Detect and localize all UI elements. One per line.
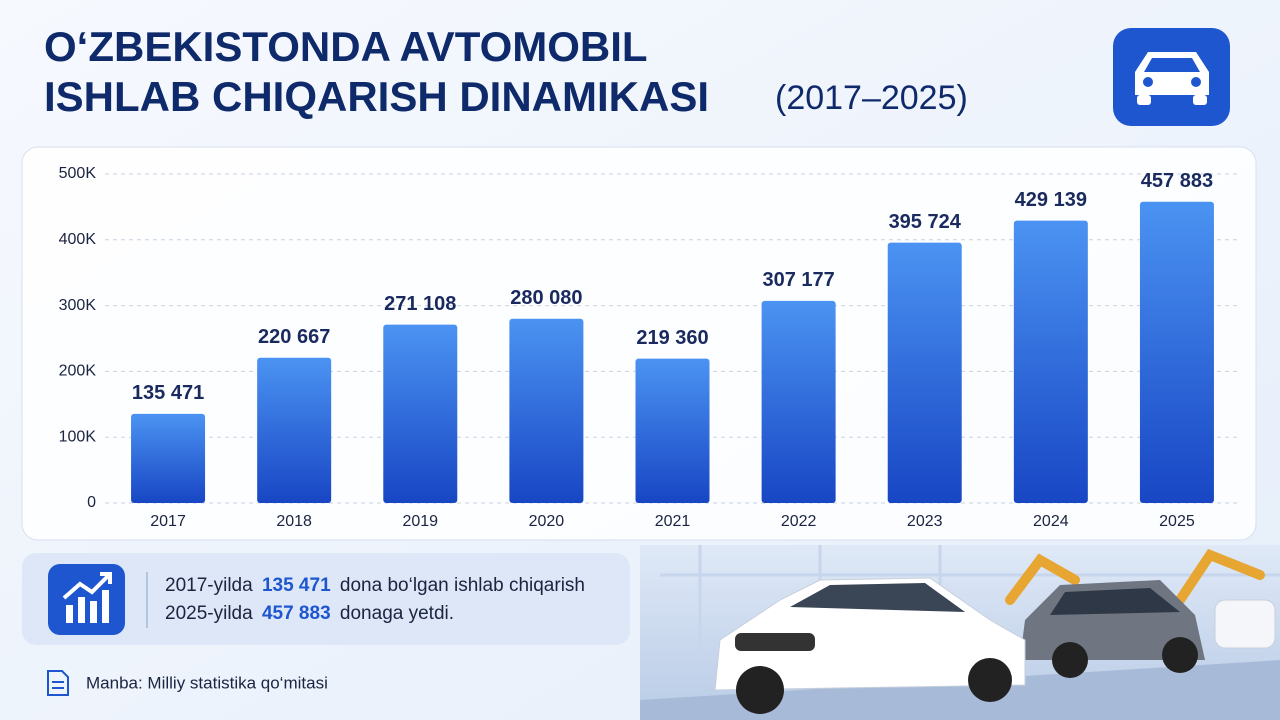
value-label: 457 883 <box>1141 170 1213 192</box>
value-label: 135 471 <box>132 382 204 404</box>
trend-icon <box>48 564 125 635</box>
summary-box <box>22 553 630 645</box>
value-label: 220 667 <box>258 326 330 348</box>
value-label: 271 108 <box>384 293 456 315</box>
bar <box>383 324 458 503</box>
summary-text: 2025-yilda <box>165 603 253 624</box>
value-label: 395 724 <box>889 211 962 233</box>
factory-scene <box>640 545 1280 720</box>
value-label: 307 177 <box>762 269 834 291</box>
y-tick-label: 500K <box>59 165 97 182</box>
summary-text: donaga yetdi. <box>340 603 454 624</box>
x-tick-label: 2018 <box>276 513 312 530</box>
x-tick-label: 2020 <box>529 513 565 530</box>
bar <box>635 358 710 503</box>
source-note: Manba: Milliy statistika qo‘mitasi <box>86 673 328 692</box>
chart-subtitle: (2017–2025) <box>775 79 968 117</box>
x-tick-label: 2024 <box>1033 513 1069 530</box>
bar <box>257 357 332 503</box>
bar <box>131 413 206 503</box>
summary-text: dona bo‘lgan ishlab chiqarish <box>340 575 585 596</box>
bar <box>1139 201 1214 503</box>
plot-area: 0 100K 200K 300K 400K 500K 2017 135 471 2018 220 … <box>59 165 1240 530</box>
car-icon <box>1113 28 1230 126</box>
summary-highlight: 457 883 <box>262 603 331 624</box>
document-icon <box>47 670 69 696</box>
x-tick-label: 2022 <box>781 513 817 530</box>
chart-title: ISHLAB CHIQARISH DINAMIKASI <box>44 73 709 120</box>
bar <box>887 242 962 504</box>
y-tick-label: 0 <box>87 494 96 511</box>
y-tick-label: 400K <box>59 231 97 248</box>
x-tick-label: 2019 <box>402 513 438 530</box>
x-tick-label: 2017 <box>150 513 186 530</box>
chart-title: O‘ZBEKISTONDA AVTOMOBIL <box>44 23 648 70</box>
y-tick-label: 300K <box>59 297 97 314</box>
bar <box>509 318 584 503</box>
bar <box>761 300 836 503</box>
bar <box>1013 220 1088 504</box>
summary-line: 2017-yilda 135 471 dona bo‘lgan ishlab c… <box>165 575 585 596</box>
x-tick-label: 2025 <box>1159 513 1195 530</box>
y-tick-label: 200K <box>59 363 97 380</box>
summary-line: 2025-yilda 457 883 donaga yetdi. <box>165 603 454 624</box>
value-label: 219 360 <box>636 327 708 349</box>
summary-highlight: 135 471 <box>262 575 331 596</box>
x-tick-label: 2021 <box>655 513 691 530</box>
value-label: 280 080 <box>510 287 582 309</box>
summary-text: 2017-yilda <box>165 575 253 596</box>
y-tick-label: 100K <box>59 428 97 445</box>
value-label: 429 139 <box>1015 189 1087 211</box>
x-tick-label: 2023 <box>907 513 943 530</box>
